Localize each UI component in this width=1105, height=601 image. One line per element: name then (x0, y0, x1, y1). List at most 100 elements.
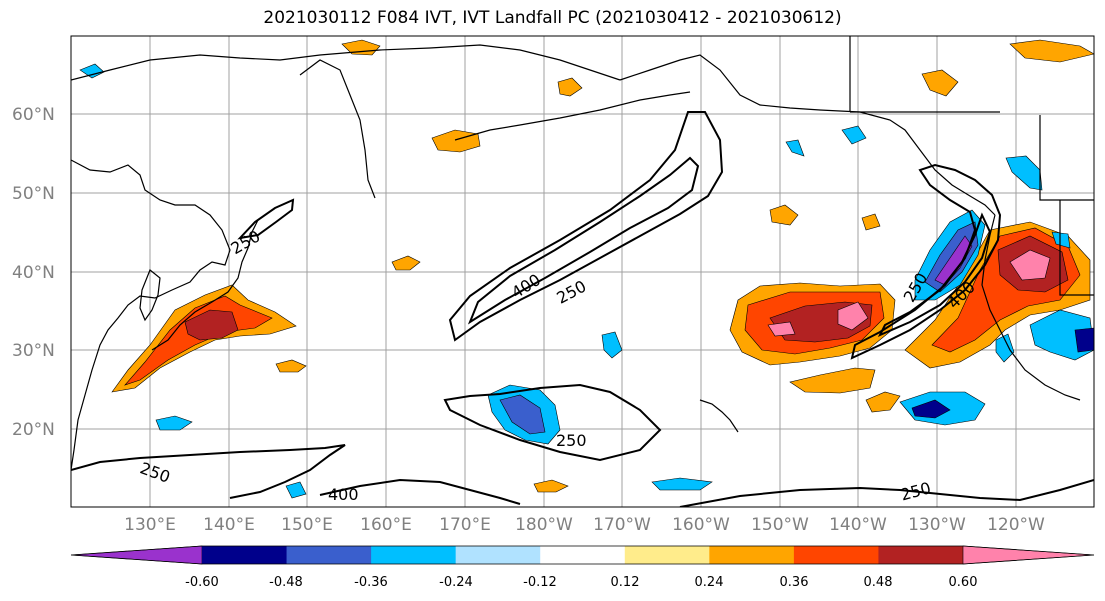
anomaly-negative-spot8 (785, 139, 805, 157)
anomaly-positive-sub10 (533, 479, 569, 493)
anomaly-positive-sub2 (865, 391, 901, 413)
coast-asia (71, 159, 231, 471)
coastlines (71, 36, 1094, 471)
contour-250-south-right (679, 479, 1094, 507)
anomaly-positive-sub4 (861, 213, 881, 231)
anomaly-positive-sub12 (921, 69, 959, 97)
anomaly-negative-spot7 (1005, 155, 1043, 191)
anomaly-negative-subtropic-core (499, 394, 546, 435)
lon-label-160e: 160°E (360, 515, 412, 535)
colorbar-ticks: -0.60 -0.48 -0.36 -0.24 -0.12 0.12 0.24 … (185, 575, 977, 590)
colorbar: -0.60 -0.48 -0.36 -0.24 -0.12 0.12 0.24 … (70, 545, 1095, 590)
colorbar-segment (793, 546, 879, 564)
lat-label-30n: 30°N (12, 341, 55, 361)
ivt-contours (71, 111, 1094, 507)
coast-japan (151, 219, 259, 351)
colorbar-extend-high (962, 545, 1095, 565)
lon-label-150w: 150°W (751, 515, 809, 535)
colorbar-tick-label: 0.12 (611, 575, 640, 590)
anomaly-negative-spot3 (651, 477, 713, 491)
anomaly-negative-spot10 (1051, 231, 1071, 249)
map-border (70, 35, 1095, 508)
anomaly-negative-spot2 (601, 331, 623, 359)
colorbar-segments (70, 545, 1095, 565)
lon-label-130e: 130°E (124, 515, 176, 535)
contour-400-pacific-jet (467, 156, 700, 325)
contour-250-pacific-jet (448, 111, 724, 342)
anomaly-positive-sub9 (275, 359, 307, 373)
anomaly-positive-central-max2 (767, 321, 796, 337)
coast-siberia (71, 44, 621, 81)
colorbar-extend-low (70, 545, 203, 565)
map-content: 250 400 250 250 400 250 250 400 250 (71, 36, 1094, 507)
anomaly-positive-sub7 (557, 77, 583, 97)
colorbar-segment (371, 546, 457, 564)
contour-400-westcoast (877, 212, 992, 338)
ivt-filled-anomalies (79, 39, 1094, 499)
lon-label-130w: 130°W (908, 515, 966, 535)
colorbar-segment (202, 546, 288, 564)
lon-label-180w: 180°W (515, 515, 573, 535)
lat-label-60n: 60°N (12, 105, 55, 125)
colorbar-tick-label: 0.24 (695, 575, 724, 590)
lon-label-160w: 160°W (672, 515, 730, 535)
lat-label-40n: 40°N (12, 263, 55, 283)
colorbar-tick-label: 0.60 (949, 575, 978, 590)
colorbar-tick-label: -0.12 (523, 575, 557, 590)
lon-label-170e: 170°E (439, 515, 491, 535)
colorbar-segment (624, 546, 710, 564)
colorbar-tick-label: -0.48 (269, 575, 303, 590)
anomaly-positive-japan-core (124, 295, 273, 386)
anomaly-positive-sub3 (769, 204, 799, 226)
anomaly-negative-spot9 (995, 333, 1015, 363)
anomaly-negative-spot5 (155, 415, 193, 431)
colorbar-tick-label: 0.48 (864, 575, 893, 590)
colorbar-tick-label: -0.24 (439, 575, 473, 590)
colorbar-outline (70, 545, 1095, 565)
colorbar-segment (878, 546, 964, 564)
anomaly-negative-hawaii-east-core (911, 399, 951, 419)
map-title: 2021030112 F084 IVT, IVT Landfall PC (20… (263, 8, 842, 28)
colorbar-segment (540, 546, 626, 564)
contour-labels: 250 400 250 250 400 250 250 400 250 (137, 226, 978, 504)
lon-label-140w: 140°W (829, 515, 887, 535)
anomaly-positive-sub11 (1009, 39, 1094, 63)
coast-na-west (981, 214, 1081, 401)
lon-label-140e: 140°E (203, 515, 255, 535)
colorbar-segment (709, 546, 795, 564)
lat-label-20n: 20°N (12, 420, 55, 440)
colorbar-tick-label: -0.60 (185, 575, 219, 590)
contour-250-subtropic (443, 383, 662, 462)
coast-korea (139, 269, 161, 322)
colorbar-tick-label: -0.36 (354, 575, 388, 590)
anomaly-positive-sub5 (431, 129, 481, 153)
anomaly-positive-sub1 (789, 367, 876, 394)
latitude-labels: 60°N 50°N 40°N 30°N 20°N (12, 105, 55, 440)
colorbar-segment (286, 546, 372, 564)
anomaly-positive-sub8 (391, 255, 421, 271)
contour-label-250-subtropic: 250 (556, 431, 587, 450)
anomaly-positive-central-max (837, 301, 869, 331)
coast-hawaii (699, 399, 739, 433)
anomaly-positive-westcoast-max (1009, 249, 1051, 281)
lat-label-50n: 50°N (12, 184, 55, 204)
colorbar-segment (455, 546, 541, 564)
anomaly-negative-spot6 (841, 125, 867, 145)
contour-250-south-left (71, 444, 346, 499)
lon-label-170w: 170°W (593, 515, 651, 535)
longitude-labels: 130°E 140°E 150°E 160°E 170°E 180°W 170°… (124, 515, 1045, 535)
anomaly-negative-spot4 (285, 481, 307, 499)
colorbar-tick-label: 0.36 (780, 575, 809, 590)
contour-label-400-south: 400 (328, 485, 359, 504)
contour-400-south-middle (319, 478, 521, 505)
lon-label-150e: 150°E (281, 515, 333, 535)
contour-250-japan (237, 198, 295, 240)
coast-canada-interior (849, 36, 1094, 296)
anomaly-negative-se-core (1074, 327, 1094, 353)
coast-alaska (619, 54, 996, 216)
coast-aleutians (454, 91, 691, 141)
anomaly-positive-japan-peak (184, 309, 239, 341)
lon-label-120w: 120°W (987, 515, 1045, 535)
coast-kamchatka (299, 59, 376, 199)
